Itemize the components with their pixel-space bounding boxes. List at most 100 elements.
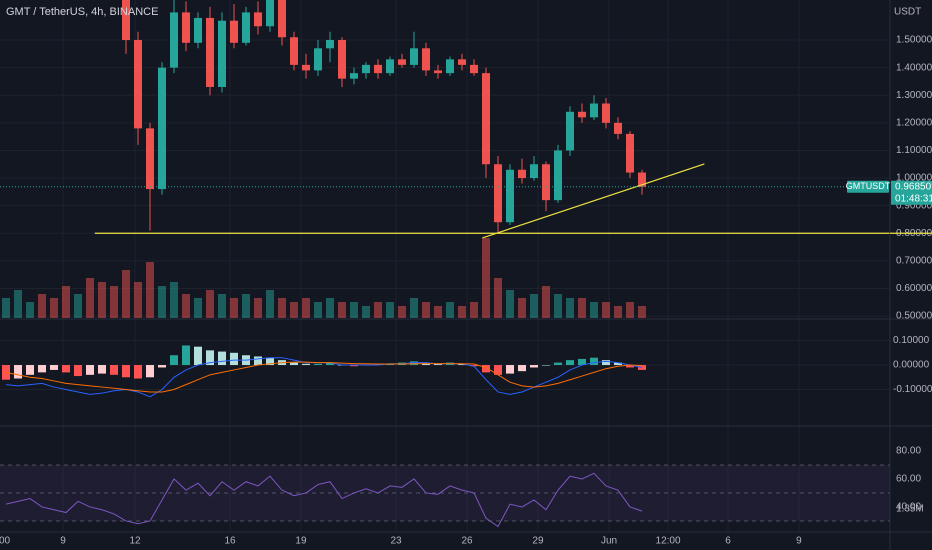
- volume-bar: [434, 306, 442, 318]
- candle-body: [626, 133, 634, 173]
- macd-histogram-bar: [458, 363, 466, 366]
- candle-body: [206, 17, 214, 87]
- volume-bar: [602, 302, 610, 318]
- macd-histogram-bar: [50, 365, 58, 370]
- rsi-line: [5, 472, 643, 528]
- candle-body: [542, 164, 550, 201]
- macd-histogram-bar: [590, 357, 598, 366]
- symbol-label: GMTUSDT: [846, 181, 891, 191]
- volume-bar: [494, 278, 502, 318]
- volume-bar: [242, 294, 250, 318]
- macd-histogram-bar: [290, 362, 298, 366]
- candle-body: [302, 64, 310, 71]
- trend-line: [482, 163, 705, 239]
- volume-bar: [458, 306, 466, 318]
- macd-histogram-bar: [554, 362, 562, 366]
- volume-bar: [14, 290, 22, 318]
- volume-bar: [278, 298, 286, 318]
- candle-body: [134, 40, 142, 129]
- volume-bar: [182, 294, 190, 318]
- candle-body: [446, 59, 454, 74]
- volume-bar: [254, 298, 262, 318]
- volume-bar: [518, 298, 526, 318]
- y-tick-label: 80.00: [896, 446, 921, 457]
- volume-bar: [266, 290, 274, 318]
- y-tick-label: -0.10000: [893, 384, 932, 395]
- candle-body: [614, 122, 622, 134]
- macd-histogram-bar: [602, 360, 610, 366]
- y-tick-label: 0.50000: [896, 311, 932, 322]
- x-tick-label: 9: [60, 536, 66, 547]
- volume-bar: [470, 302, 478, 318]
- volume-bar: [386, 302, 394, 318]
- countdown-label: 01:48:31: [895, 193, 932, 204]
- volume-bar: [74, 294, 82, 318]
- macd-histogram-bar: [518, 365, 526, 372]
- macd-histogram-bar: [482, 365, 490, 373]
- candle-body: [374, 64, 382, 74]
- x-tick-label: 9: [796, 536, 802, 547]
- macd-histogram-bar: [578, 358, 586, 366]
- macd-histogram-bar: [350, 365, 358, 367]
- y-tick-label: 1.20000: [896, 117, 932, 128]
- macd-histogram-bar: [146, 365, 154, 378]
- volume-bar: [362, 306, 370, 318]
- volume-bar: [590, 302, 598, 318]
- y-tick-label: 60.00: [896, 474, 921, 485]
- candle-body: [638, 172, 646, 187]
- volume-bar: [218, 294, 226, 318]
- volume-bar: [38, 294, 46, 318]
- volume-bar: [626, 302, 634, 318]
- volume-bar: [614, 306, 622, 318]
- y-tick-label: 0.70000: [896, 256, 932, 267]
- candle-body: [410, 48, 418, 65]
- macd-histogram-bar: [206, 350, 214, 366]
- x-tick-label: 29: [532, 536, 544, 547]
- candle-body: [494, 164, 502, 223]
- x-tick-label: 6: [725, 536, 731, 547]
- candle-body: [254, 12, 262, 27]
- macd-pane: [2, 345, 646, 398]
- volume-bar: [566, 298, 574, 318]
- macd-histogram-bar: [326, 362, 334, 366]
- candle-body: [386, 59, 394, 74]
- macd-histogram-bar: [410, 361, 418, 366]
- candle-body: [278, 0, 286, 38]
- volume-bar: [158, 286, 166, 318]
- x-tick-label: 12:00: [0, 536, 11, 547]
- macd-histogram-bar: [74, 365, 82, 377]
- y-tick-label: 40.00: [896, 502, 921, 513]
- volume-bar: [350, 302, 358, 318]
- candle-body: [338, 40, 346, 79]
- currency-label: USDT: [894, 7, 921, 18]
- macd-histogram-bar: [170, 355, 178, 366]
- candle-body: [506, 169, 514, 223]
- candle-body: [362, 64, 370, 74]
- macd-histogram-bar: [62, 365, 70, 373]
- macd-histogram-bar: [530, 365, 538, 368]
- y-tick-label: 0.60000: [896, 283, 932, 294]
- volume-bar: [194, 298, 202, 318]
- macd-histogram-bar: [566, 360, 574, 366]
- macd-histogram-bar: [494, 365, 502, 375]
- volume-bar: [62, 286, 70, 318]
- candle-body: [530, 164, 538, 179]
- macd-histogram-bar: [302, 363, 310, 366]
- candle-body: [194, 17, 202, 43]
- volume-bar: [206, 290, 214, 318]
- macd-histogram-bar: [14, 365, 22, 379]
- volume-bar: [134, 282, 142, 318]
- macd-histogram-bar: [38, 365, 46, 373]
- rsi-pane: [0, 464, 890, 528]
- candle-body: [266, 0, 274, 27]
- y-tick-label: 1.30000: [896, 90, 932, 101]
- x-tick-label: 26: [461, 536, 473, 547]
- volume-bar: [110, 286, 118, 318]
- volume-bar: [554, 294, 562, 318]
- x-tick-label: 12: [129, 536, 141, 547]
- y-tick-label: 1.00000: [896, 173, 932, 184]
- candle-body: [518, 169, 526, 179]
- y-tick-label: 0.10000: [893, 335, 930, 346]
- candle-body: [422, 48, 430, 71]
